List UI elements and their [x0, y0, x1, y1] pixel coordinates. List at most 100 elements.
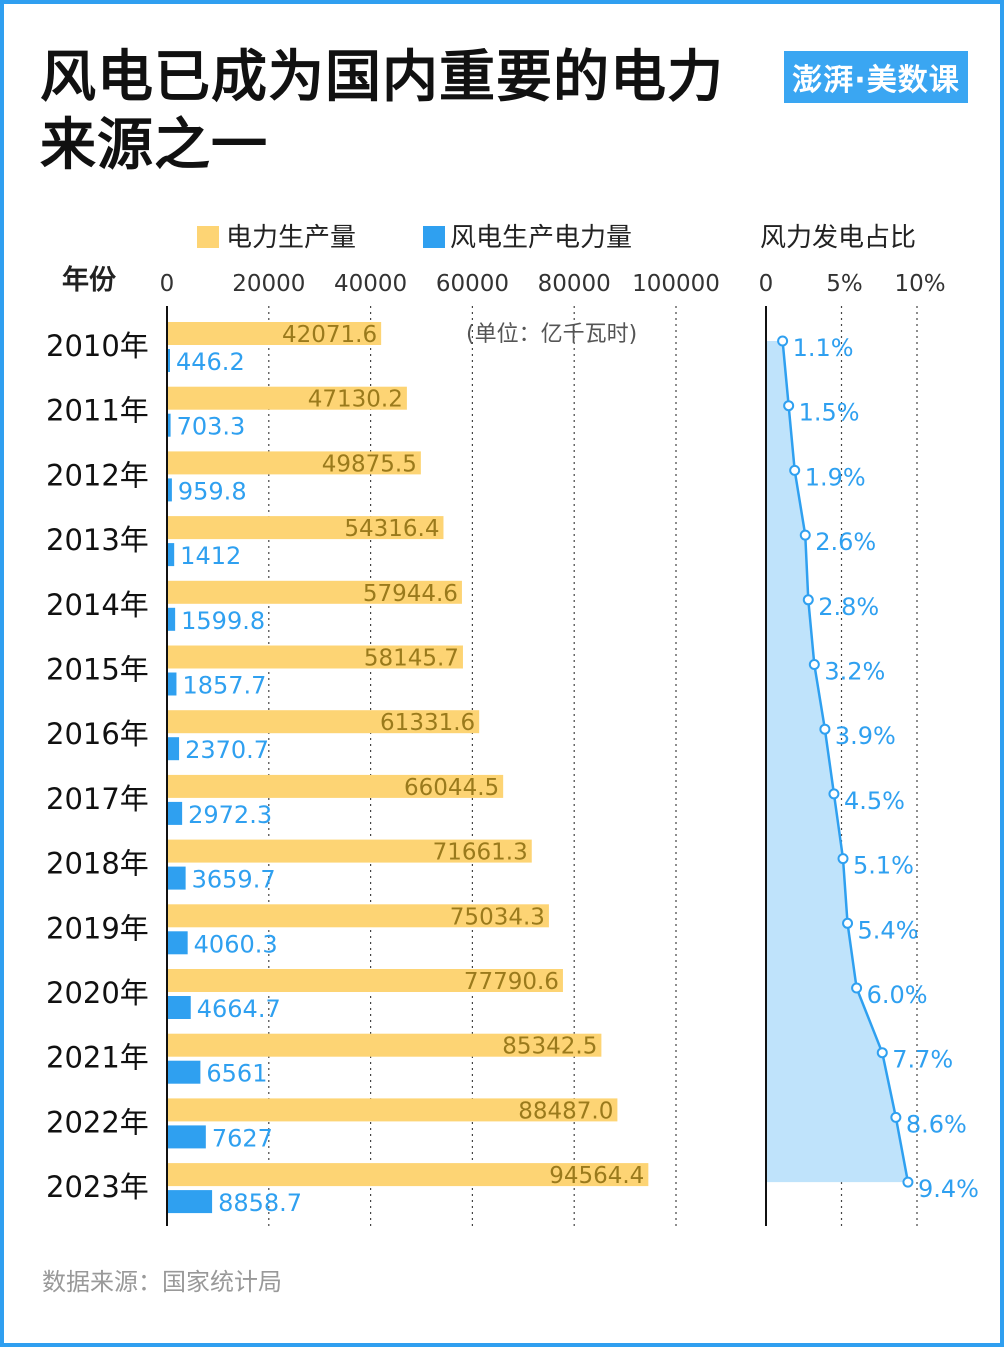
share-tick-label: 0 — [759, 271, 774, 297]
share-label: 8.6% — [906, 1110, 967, 1138]
year-label: 2010年 — [46, 329, 149, 363]
share-point — [902, 1176, 914, 1188]
bar-wind — [167, 1060, 201, 1084]
bar-wind-label: 4060.3 — [194, 930, 278, 958]
bar-wind-label: 7627 — [212, 1124, 273, 1152]
bar-total-label: 71661.3 — [433, 840, 528, 866]
share-point — [802, 594, 814, 606]
year-label: 2012年 — [46, 458, 149, 492]
share-label: 5.1% — [853, 852, 914, 880]
share-tick-label: 10% — [894, 271, 945, 297]
year-label: 2016年 — [46, 717, 149, 751]
x-tick-label: 20000 — [232, 271, 305, 297]
bar-wind-label: 1857.7 — [182, 672, 266, 700]
logo: 澎湃·美数课 — [784, 51, 968, 103]
bar-total — [167, 386, 407, 410]
bar-total — [167, 839, 532, 863]
bar-total — [167, 969, 563, 992]
year-label: 2022年 — [46, 1105, 149, 1139]
bar-wind — [167, 1190, 213, 1214]
share-title: 风力发电占比 — [760, 223, 916, 253]
share-label: 1.5% — [799, 399, 860, 427]
bar-total — [167, 516, 444, 540]
bar-total-label: 47130.2 — [308, 387, 403, 413]
legend-swatch-total — [197, 226, 219, 248]
bar-wind — [167, 737, 180, 761]
bar-wind-label: 1412 — [180, 542, 241, 570]
share-point — [808, 659, 820, 670]
x-tick-label: 100000 — [632, 271, 720, 297]
bar-total — [167, 1033, 602, 1057]
x-tick-label: 40000 — [334, 271, 407, 297]
bar-total-label: 77790.6 — [464, 969, 559, 995]
bar-wind — [167, 413, 171, 437]
bar-total — [167, 774, 504, 798]
bar-wind-label: 8858.7 — [218, 1189, 302, 1217]
bar-wind-label: 446.2 — [176, 348, 245, 376]
bar-total-label: 61331.6 — [380, 710, 475, 736]
share-point — [828, 788, 840, 800]
bar-wind-label: 2370.7 — [185, 736, 269, 764]
share-line — [781, 340, 910, 1183]
year-label: 2019年 — [46, 911, 149, 945]
bar-total — [167, 451, 421, 475]
share-point — [789, 464, 801, 476]
year-label: 2023年 — [46, 1170, 149, 1204]
x-tick-label: 80000 — [538, 271, 611, 297]
bar-total-label: 57944.6 — [363, 581, 458, 607]
bar-total-label: 49875.5 — [322, 451, 417, 477]
bar-total-label: 85342.5 — [502, 1034, 597, 1060]
share-point — [890, 1111, 902, 1123]
share-tick-label: 5% — [826, 271, 863, 297]
bar-total-label: 58145.7 — [364, 646, 459, 672]
bar-wind — [167, 672, 177, 696]
share-label: 3.9% — [835, 722, 896, 750]
share-label: 5.4% — [858, 916, 919, 944]
x-tick-label: 0 — [160, 271, 175, 297]
legend-swatch-wind — [423, 226, 445, 248]
bar-total — [167, 322, 382, 345]
bar-total — [167, 710, 480, 734]
share-area — [766, 341, 908, 1183]
unit-note: (单位：亿千瓦时) — [466, 322, 637, 347]
bar-wind — [167, 607, 176, 631]
share-point — [851, 982, 863, 994]
year-label: 2020年 — [46, 976, 149, 1010]
bar-total-label: 88487.0 — [518, 1098, 613, 1124]
bar-wind-label: 4664.7 — [197, 995, 281, 1023]
share-label: 4.5% — [844, 787, 905, 815]
bar-total — [167, 645, 463, 669]
bar-wind-label: 959.8 — [178, 477, 247, 505]
bar-wind-label: 703.3 — [177, 413, 246, 441]
share-label: 2.6% — [815, 528, 876, 556]
bar-wind-label: 2972.3 — [188, 801, 272, 829]
year-label: 2014年 — [46, 588, 149, 622]
share-label: 6.0% — [867, 981, 928, 1009]
bar-total — [167, 580, 462, 604]
legend-label-total: 电力生产量 — [226, 223, 356, 253]
share-label: 1.1% — [793, 334, 854, 362]
legend-label-wind: 风电生产电力量 — [450, 223, 632, 253]
bar-wind — [167, 931, 188, 955]
bar-wind — [167, 996, 191, 1019]
bar-wind — [167, 543, 175, 567]
share-point — [837, 853, 849, 865]
share-label: 1.9% — [805, 463, 866, 491]
bar-wind-label: 1599.8 — [181, 607, 265, 635]
year-label: 2011年 — [46, 394, 149, 428]
share-point — [842, 917, 854, 929]
bar-wind-label: 3659.7 — [192, 866, 276, 894]
share-label: 3.2% — [824, 658, 885, 686]
bar-total — [167, 1163, 649, 1187]
bar-total-label: 54316.4 — [344, 516, 439, 542]
page-title: 风电已成为国内重要的电力来源之一 — [40, 45, 724, 178]
x-tick-label: 60000 — [436, 271, 509, 297]
bar-wind — [167, 1125, 206, 1149]
bar-total-label: 75034.3 — [450, 904, 545, 930]
share-label: 2.8% — [818, 593, 879, 621]
bar-total — [167, 904, 549, 928]
bar-total — [167, 1098, 618, 1122]
bar-wind — [167, 801, 183, 825]
